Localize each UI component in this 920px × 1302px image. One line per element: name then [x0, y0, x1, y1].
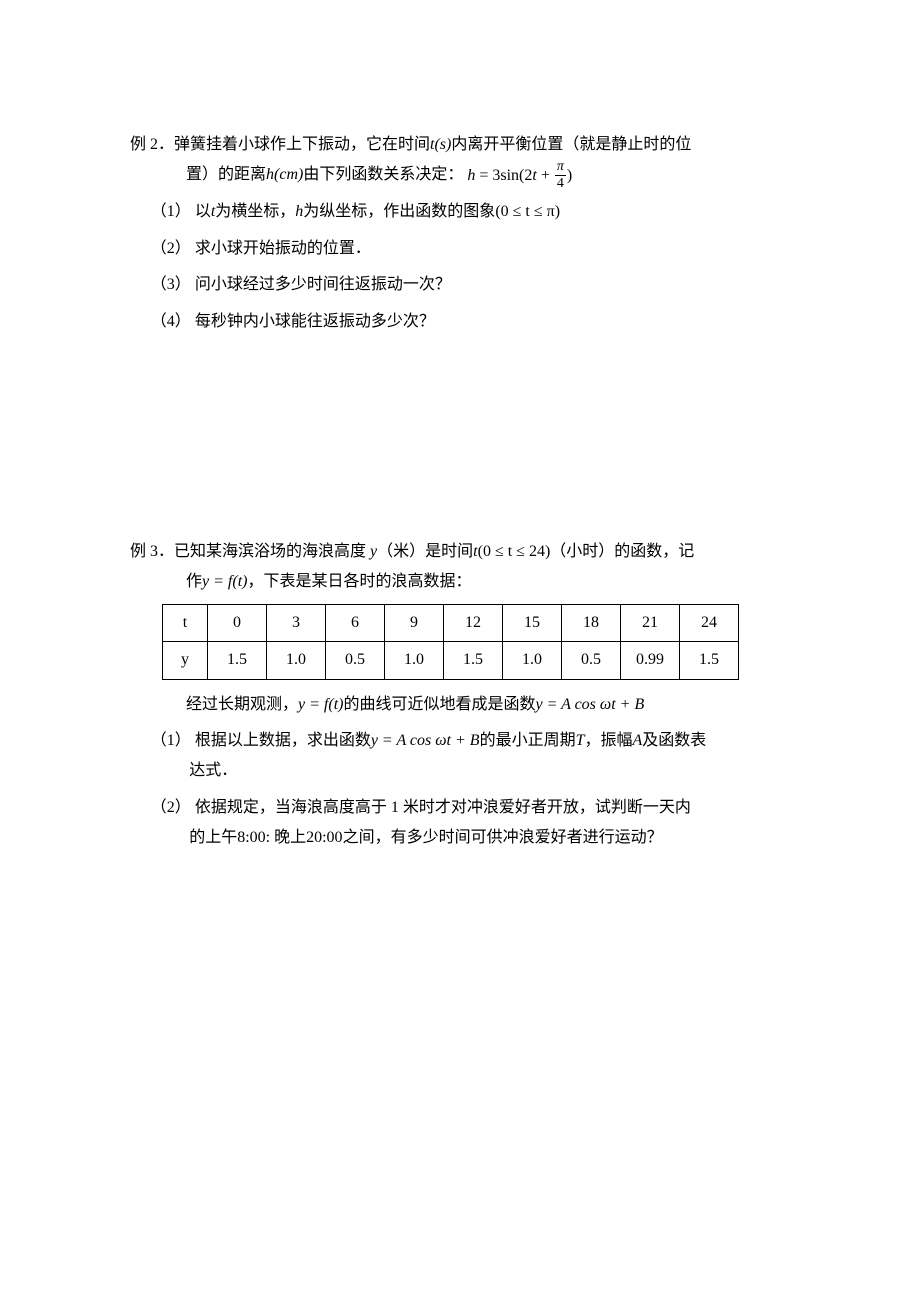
example-3-statement-cont: 作y = f(t)，下表是某日各时的浪高数据： — [130, 567, 790, 597]
example-3: 例 3．已知某海滨浴场的海浪高度 y（米）是时间t(0 ≤ t ≤ 24)（小时… — [130, 537, 790, 854]
formula-h: h = 3sin(2t + π4) — [467, 167, 572, 184]
example-3-statement: 例 3．已知某海滨浴场的海浪高度 y（米）是时间t(0 ≤ t ≤ 24)（小时… — [130, 537, 790, 567]
example-label: 例 3． — [130, 543, 174, 560]
table-row: t 0 3 6 9 12 15 18 21 24 — [163, 604, 739, 641]
example-label: 例 2． — [130, 136, 174, 153]
q3-2: （2） 依据规定，当海浪高度高于 1 米时才对冲浪爱好者开放，试判断一天内 的上… — [130, 793, 790, 854]
q2-3: （3） 问小球经过多少时间往返振动一次？ — [130, 270, 790, 300]
page: 例 2．弹簧挂着小球作上下振动，它在时间t(s)内离开平衡位置（就是静止时的位 … — [0, 0, 920, 1302]
example-2: 例 2．弹簧挂着小球作上下振动，它在时间t(s)内离开平衡位置（就是静止时的位 … — [130, 130, 790, 337]
q3-1: （1） 根据以上数据，求出函数y = A cos ωt + B的最小正周期T，振… — [130, 726, 790, 787]
q2-2: （2） 求小球开始振动的位置． — [130, 234, 790, 264]
q2-4: （4） 每秒钟内小球能往返振动多少次？ — [130, 307, 790, 337]
wave-data-table: t 0 3 6 9 12 15 18 21 24 y 1.5 1.0 0.5 1… — [162, 604, 739, 680]
table-row: y 1.5 1.0 0.5 1.0 1.5 1.0 0.5 0.99 1.5 — [163, 642, 739, 679]
example-2-statement-cont: 置）的距离h(cm)由下列函数关系决定： h = 3sin(2t + π4) — [130, 160, 790, 191]
example-3-observation: 经过长期观测，y = f(t)的曲线可近似地看成是函数y = A cos ωt … — [130, 690, 790, 720]
example-2-statement: 例 2．弹簧挂着小球作上下振动，它在时间t(s)内离开平衡位置（就是静止时的位 — [130, 130, 790, 160]
q2-1: （1） 以t为横坐标，h为纵坐标，作出函数的图象(0 ≤ t ≤ π) — [130, 197, 790, 227]
